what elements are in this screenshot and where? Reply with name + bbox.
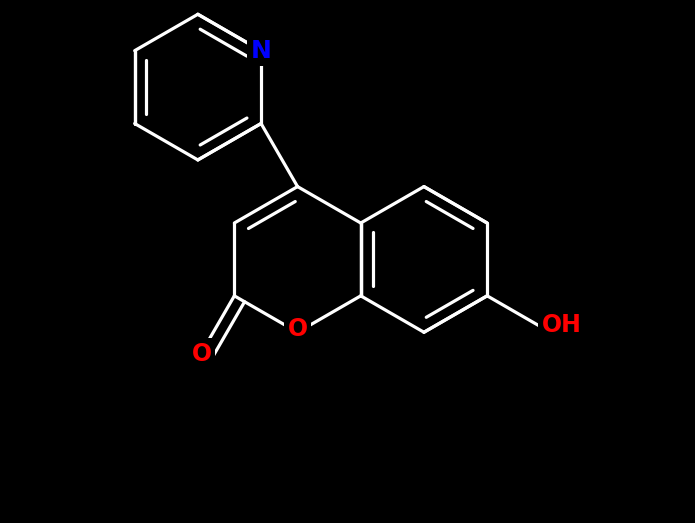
Text: OH: OH (541, 313, 581, 337)
Text: O: O (288, 317, 308, 341)
Text: O: O (191, 342, 211, 366)
Text: N: N (251, 39, 272, 63)
